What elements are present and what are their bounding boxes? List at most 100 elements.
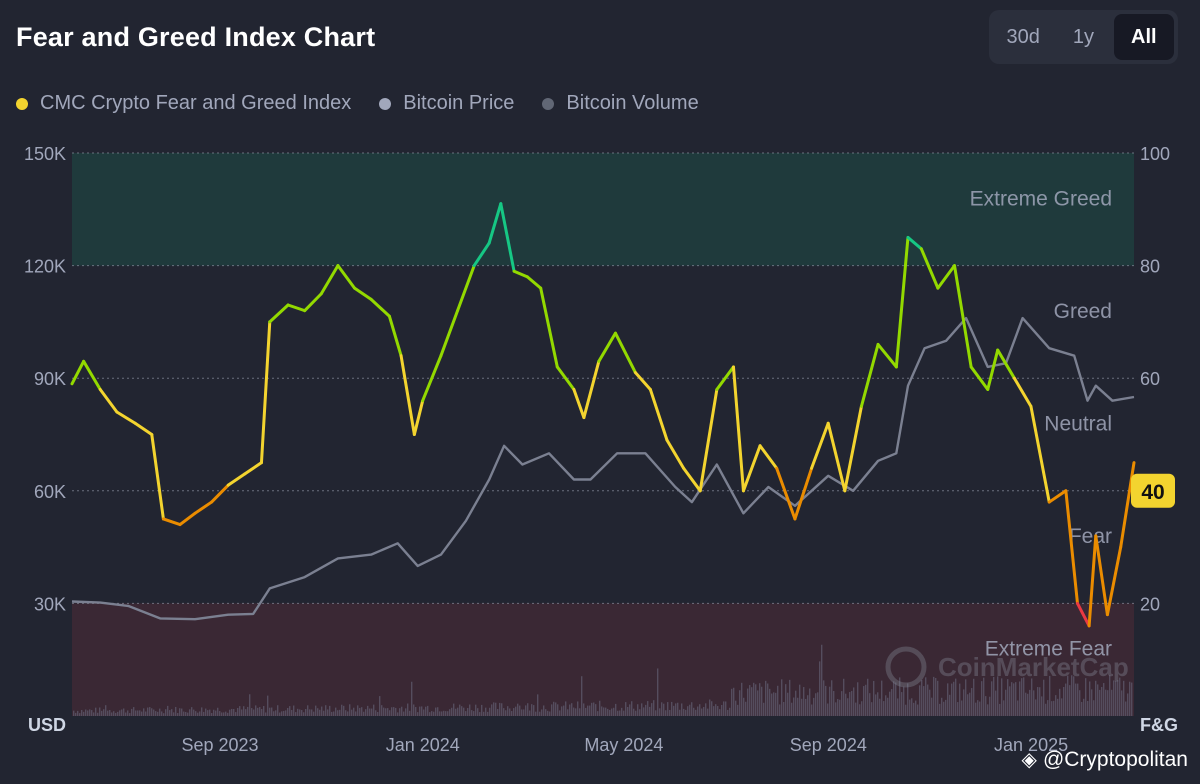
volume-bar (187, 712, 189, 716)
volume-bar (1107, 690, 1109, 716)
volume-bar (1067, 675, 1069, 716)
fear-greed-line (70, 202, 1136, 628)
volume-bar (485, 707, 487, 716)
fear-greed-segment (243, 461, 263, 476)
volume-bar (527, 703, 529, 716)
volume-bar (183, 711, 185, 716)
fear-greed-segment (1105, 545, 1123, 617)
volume-bar (775, 692, 777, 716)
volume-bar (681, 703, 683, 716)
left-axis-tick-label: 120K (24, 257, 66, 277)
volume-bar (847, 698, 849, 716)
legend-item-bitcoin-price[interactable]: Bitcoin Price (379, 92, 514, 115)
volume-bar (915, 700, 917, 716)
volume-bar (247, 706, 249, 716)
volume-bar (1123, 680, 1125, 716)
volume-bar (257, 707, 259, 716)
volume-bar (435, 707, 437, 716)
volume-bar (689, 704, 691, 716)
volume-bar (367, 705, 369, 716)
volume-bar (215, 710, 217, 716)
fear-greed-segment (259, 320, 272, 465)
volume-bar (845, 693, 847, 716)
volume-bar (329, 705, 331, 716)
volume-bar (493, 702, 495, 716)
volume-bar (1117, 680, 1119, 716)
volume-bar (737, 704, 739, 716)
volume-bar (821, 644, 823, 716)
volume-bar (627, 706, 629, 716)
volume-bar (1103, 683, 1105, 716)
legend-label-fear-greed: CMC Crypto Fear and Greed Index (40, 92, 352, 114)
volume-bar (471, 710, 473, 716)
x-axis-tick-label: Sep 2024 (790, 735, 867, 755)
fear-greed-segment (286, 303, 307, 313)
volume-bar (789, 679, 791, 716)
volume-bar (923, 686, 925, 716)
volume-bar (283, 710, 285, 716)
volume-bar (303, 712, 305, 716)
volume-bar (1055, 695, 1057, 716)
volume-bar (429, 712, 431, 716)
volume-bar (1011, 682, 1013, 716)
range-all-button[interactable]: All (1113, 14, 1174, 60)
volume-bar (779, 704, 781, 716)
volume-bar (1035, 699, 1037, 716)
fear-greed-segment (731, 365, 745, 493)
volume-bar (783, 702, 785, 716)
range-30d-button[interactable]: 30d (1006, 25, 1040, 48)
volume-bar (1027, 693, 1029, 716)
volume-bar (89, 709, 91, 716)
volume-bar (1045, 703, 1047, 716)
fear-greed-segment (226, 472, 247, 487)
volume-bar (949, 694, 951, 716)
volume-bar (159, 708, 161, 716)
volume-bar (903, 686, 905, 716)
volume-bar (1029, 689, 1031, 716)
volume-bar (487, 711, 489, 716)
volume-bar (969, 692, 971, 716)
fear-greed-segment (512, 269, 529, 279)
volume-bar (355, 711, 357, 716)
legend-item-bitcoin-volume[interactable]: Bitcoin Volume (542, 92, 699, 115)
volume-bar (233, 709, 235, 716)
legend-item-fear-greed[interactable]: CMC Crypto Fear and Greed Index (16, 92, 351, 115)
volume-bar (875, 694, 877, 716)
volume-bar (93, 712, 95, 716)
current-value-badge (1131, 473, 1175, 508)
volume-bar (833, 690, 835, 716)
volume-bar (865, 684, 867, 716)
volume-bar (909, 699, 911, 716)
volume-bar (549, 711, 551, 716)
volume-bar (703, 706, 705, 716)
fear-greed-segment (1064, 489, 1079, 605)
volume-bar (1127, 693, 1129, 716)
volume-bar (239, 706, 241, 716)
volume-bar (137, 710, 139, 716)
fear-greed-segment (969, 365, 990, 391)
volume-bar (409, 710, 411, 716)
volume-bar (111, 712, 113, 716)
volume-bar (735, 700, 737, 716)
volume-bar (907, 683, 909, 716)
volume-bar (1009, 686, 1011, 716)
volume-bar (269, 707, 271, 716)
volume-bar (77, 710, 79, 716)
fear-greed-segment (555, 365, 576, 391)
volume-bar (1093, 700, 1095, 716)
volume-bar (363, 711, 365, 716)
fear-greed-segment (161, 517, 182, 527)
volume-bar (101, 710, 103, 716)
volume-bar (1033, 690, 1035, 716)
volume-bar (197, 712, 199, 716)
volume-bar (445, 711, 447, 716)
range-1y-button[interactable]: 1y (1072, 25, 1095, 48)
volume-bar (561, 706, 563, 716)
volume-bar (555, 702, 557, 716)
fear-greed-segment (1087, 534, 1098, 628)
fear-greed-segment (336, 264, 357, 290)
volume-bar (465, 711, 467, 716)
volume-bar (439, 711, 441, 716)
right-axis-tick-label: 80 (1140, 257, 1160, 277)
